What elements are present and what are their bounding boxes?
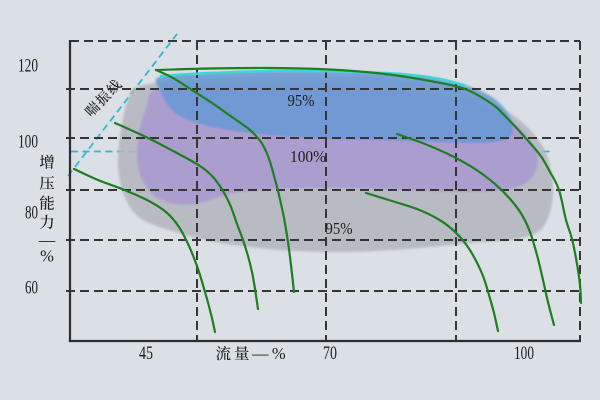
x-tick-label: 70 xyxy=(323,344,337,364)
speed-line xyxy=(154,68,296,294)
cjk-char xyxy=(95,89,112,107)
cjk-char xyxy=(39,214,54,229)
y-axis-title-char: — xyxy=(38,231,56,250)
efficiency-label: 95% xyxy=(288,91,315,110)
speed-line xyxy=(113,121,260,311)
y-axis-title: —% xyxy=(38,154,56,266)
efficiency-label: 95% xyxy=(326,219,353,238)
x-tick-label: 100 xyxy=(514,344,534,364)
label-text: —% xyxy=(216,344,286,363)
speed-line xyxy=(395,132,556,327)
label-text xyxy=(83,79,123,117)
cjk-char xyxy=(216,345,231,361)
cjk-char xyxy=(83,100,101,117)
speed-line xyxy=(72,167,217,334)
cjk-char xyxy=(39,154,54,169)
label-char: % xyxy=(272,344,286,363)
cjk-char xyxy=(39,195,54,210)
y-axis-title-char: % xyxy=(40,247,54,266)
y-tick-label: 120 xyxy=(18,56,38,76)
speed-line xyxy=(154,66,583,305)
cjk-char xyxy=(39,176,55,190)
grid xyxy=(66,40,581,343)
surge-line xyxy=(67,33,178,177)
y-tick-label: 60 xyxy=(25,278,38,298)
cjk-char xyxy=(234,346,249,360)
surge-line-label xyxy=(83,79,123,117)
inner-region-top-highlight xyxy=(159,69,467,88)
speed-lines xyxy=(72,66,583,334)
label-char: — xyxy=(251,344,269,363)
guide-lines xyxy=(67,33,551,177)
x-axis-title: —% xyxy=(216,344,286,363)
efficiency-label: 100% xyxy=(290,147,326,166)
y-tick-label: 100 xyxy=(18,132,38,152)
y-tick-label: 80 xyxy=(25,203,38,223)
speed-line xyxy=(364,191,500,333)
x-tick-label: 45 xyxy=(139,344,153,364)
cjk-char xyxy=(106,79,123,95)
